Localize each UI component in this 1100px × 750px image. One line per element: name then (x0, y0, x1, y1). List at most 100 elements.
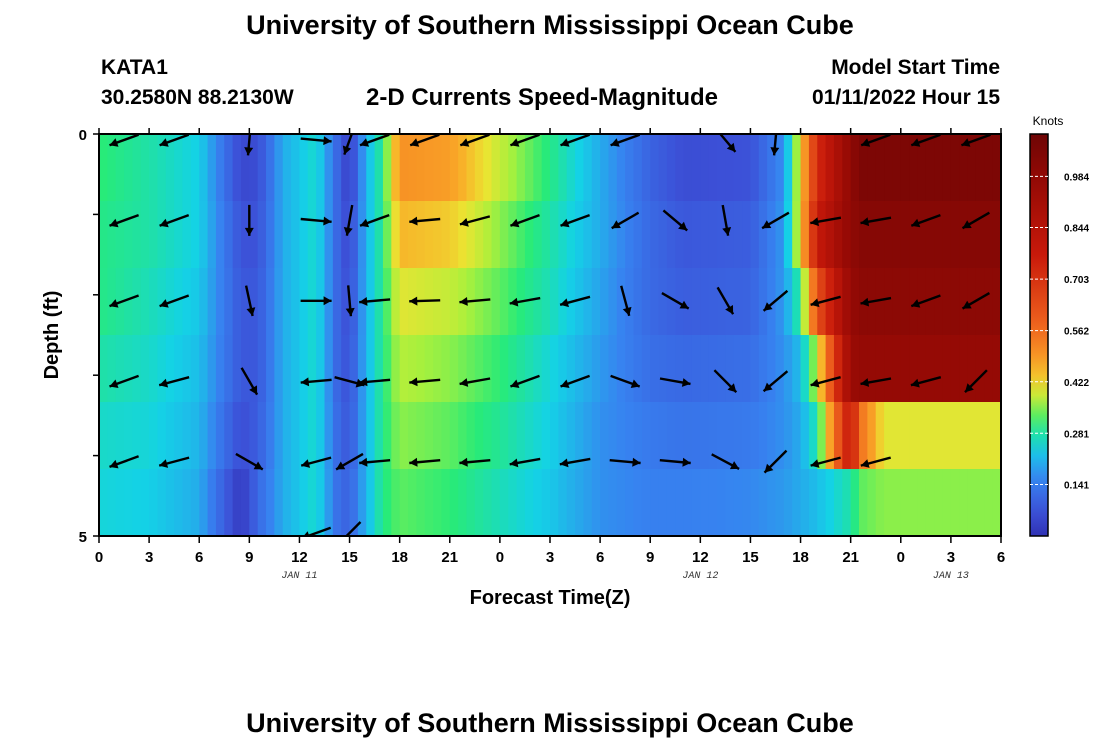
current-vector-arrow (359, 377, 391, 387)
heatmap-cell (792, 134, 802, 202)
heatmap-cell (291, 268, 301, 336)
heatmap-cell (992, 268, 1001, 336)
heatmap-cell (758, 268, 768, 336)
heatmap-cell (140, 335, 150, 403)
current-vector-arrow (300, 377, 332, 387)
heatmap-cell (524, 469, 534, 536)
heatmap-cell (316, 335, 326, 403)
heatmap-cell (641, 268, 651, 336)
heatmap-cell (566, 335, 576, 403)
heatmap-cell (449, 134, 459, 202)
heatmap-cell (207, 402, 217, 470)
heatmap-cell (583, 134, 593, 202)
heatmap-cell (875, 201, 885, 269)
heatmap-cell (800, 268, 810, 336)
heatmap-cell (107, 134, 117, 202)
heatmap-cell (775, 469, 785, 536)
heatmap-cell (616, 201, 626, 269)
heatmap-cell (324, 335, 334, 403)
heatmap-cell (892, 335, 902, 403)
heatmap-cell (600, 201, 610, 269)
heatmap-cell (758, 402, 768, 470)
station-id: KATA1 (101, 56, 168, 79)
heatmap-cell (291, 335, 301, 403)
current-vector-arrow (345, 285, 355, 317)
heatmap-cell (533, 201, 543, 269)
heatmap-cell (466, 201, 476, 269)
heatmap-cell (742, 134, 752, 202)
heatmap-cell (750, 335, 760, 403)
heatmap-cell (224, 469, 234, 536)
current-vector-arrow (560, 134, 591, 147)
colorbar-label: 0.984 (1064, 172, 1089, 183)
heatmap-cell (149, 134, 159, 202)
heatmap-cell (466, 335, 476, 403)
heatmap-cell (758, 134, 768, 202)
heatmap-cell (975, 134, 985, 202)
current-vector-arrow (761, 211, 790, 230)
current-vector-arrow (409, 216, 441, 226)
heatmap-cell (124, 402, 134, 470)
heatmap-cell (691, 134, 701, 202)
heatmap-cell (282, 469, 292, 536)
heatmap-cell (725, 335, 735, 403)
heatmap-cell (842, 335, 852, 403)
heatmap-cell (516, 402, 526, 470)
heatmap-cell (115, 201, 125, 269)
heatmap-cell (433, 335, 443, 403)
heatmap-cell (917, 402, 927, 470)
heatmap-cell (975, 402, 985, 470)
heatmap-cell (299, 335, 309, 403)
heatmap-cell (408, 201, 417, 269)
heatmap-cell (215, 268, 225, 336)
heatmap-cell (591, 402, 601, 470)
heatmap-cell (658, 134, 668, 202)
heatmap-cell (942, 201, 952, 269)
heatmap-cell (541, 268, 551, 336)
heatmap-cell (424, 201, 434, 269)
heatmap-cell (499, 268, 509, 336)
current-vector-arrow (244, 134, 254, 156)
heatmap-cell (416, 335, 426, 403)
heatmap-cell (274, 402, 284, 470)
heatmap-cell (875, 134, 885, 202)
heatmap-cell (449, 268, 459, 336)
heatmap-cell (917, 335, 927, 403)
heatmap-cell (341, 134, 351, 202)
heatmap-cell (708, 469, 718, 536)
heatmap-cell (633, 469, 643, 536)
heatmap-cell (408, 335, 417, 403)
heatmap-cell (433, 268, 443, 336)
heatmap-cell (792, 402, 802, 470)
heatmap-cell (433, 134, 443, 202)
heatmap-cell (550, 201, 559, 269)
heatmap-cell (867, 402, 877, 470)
current-vector-arrow (240, 367, 259, 396)
heatmap-cell (892, 469, 902, 536)
heatmap-cell (842, 201, 852, 269)
heatmap-cell (240, 335, 250, 403)
heatmap-cell (775, 268, 785, 336)
heatmap-cell (934, 268, 944, 336)
heatmap-cell (207, 201, 217, 269)
current-vector-arrow (860, 134, 891, 147)
heatmap-cell (725, 402, 735, 470)
heatmap-cell (249, 134, 259, 202)
heatmap-cell (558, 268, 568, 336)
heatmap-cell (157, 134, 167, 202)
heatmap-cell (474, 268, 484, 336)
current-vector-arrow (560, 213, 591, 228)
heatmap-cell (900, 335, 910, 403)
heatmap-cell (767, 335, 777, 403)
current-vector-arrow (342, 134, 354, 156)
heatmap-cell (516, 201, 526, 269)
heatmap-cell (332, 469, 342, 536)
heatmap-cell (550, 134, 559, 202)
current-vector-arrow (109, 294, 140, 308)
heatmap-cell (833, 335, 843, 403)
heatmap-cell (641, 134, 651, 202)
heatmap-cell (817, 134, 827, 202)
heatmap-cell (925, 134, 935, 202)
heatmap-cell (165, 134, 175, 202)
y-tick-label: 5 (79, 529, 87, 546)
